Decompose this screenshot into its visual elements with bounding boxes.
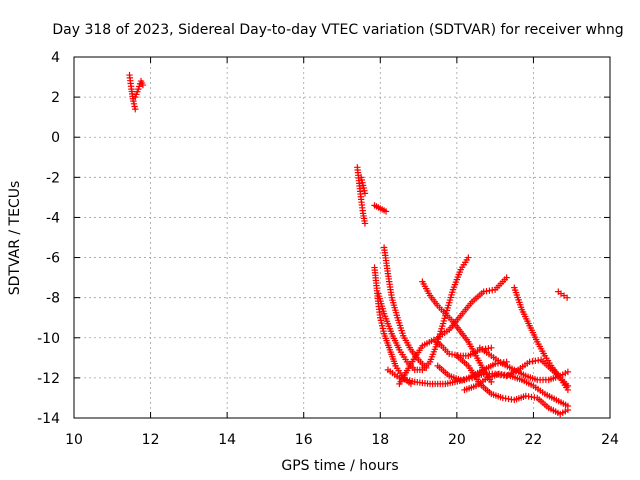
series-track-b <box>132 77 147 101</box>
series-track-e <box>371 202 390 215</box>
y-tick-label: -14 <box>37 411 60 427</box>
y-tick-label: -12 <box>37 371 60 387</box>
x-tick-label: 20 <box>448 432 466 448</box>
data-point <box>564 368 572 376</box>
series-track-r <box>555 288 571 301</box>
y-axis-label: SDTVAR / TECUs <box>7 181 23 296</box>
data-point <box>488 344 495 352</box>
y-tick-label: -10 <box>37 331 60 347</box>
data-point <box>503 358 510 366</box>
series-track-o <box>453 352 572 418</box>
series-track-c <box>354 164 369 227</box>
y-tick-label: 4 <box>51 50 60 66</box>
x-tick-label: 14 <box>218 432 236 448</box>
series-track-d <box>357 174 369 197</box>
data-points <box>126 71 572 418</box>
plot-frame <box>73 56 611 419</box>
series-track-q <box>476 344 572 384</box>
chart-title: Day 318 of 2023, Sidereal Day-to-day VTE… <box>52 22 623 38</box>
data-point <box>564 406 572 414</box>
series-track-g <box>380 244 430 372</box>
x-tick-label: 12 <box>142 432 160 448</box>
x-tick-label: 16 <box>295 432 313 448</box>
series-track-k <box>419 278 495 386</box>
data-point <box>132 105 139 113</box>
y-tick-label: -2 <box>46 170 60 186</box>
data-point <box>139 81 147 89</box>
y-tick-label: 2 <box>51 90 60 106</box>
data-point <box>361 220 369 227</box>
data-point <box>503 274 510 281</box>
data-point <box>563 294 571 301</box>
y-tick-label: -4 <box>46 210 60 226</box>
data-point <box>382 208 390 215</box>
x-axis-label: GPS time / hours <box>281 458 398 474</box>
x-tick-label: 22 <box>525 432 543 448</box>
series-track-p <box>511 284 572 394</box>
data-point <box>564 386 572 394</box>
x-tick-label: 10 <box>65 432 83 448</box>
y-tick-label: -8 <box>46 291 60 307</box>
series-track-l <box>434 274 510 341</box>
data-point <box>465 254 472 261</box>
y-tick-label: 0 <box>51 130 60 146</box>
x-tick-label: 24 <box>601 432 619 448</box>
x-tick-label: 18 <box>371 432 389 448</box>
data-point <box>488 378 495 386</box>
data-point <box>361 190 369 197</box>
y-tick-label: -6 <box>46 251 60 267</box>
